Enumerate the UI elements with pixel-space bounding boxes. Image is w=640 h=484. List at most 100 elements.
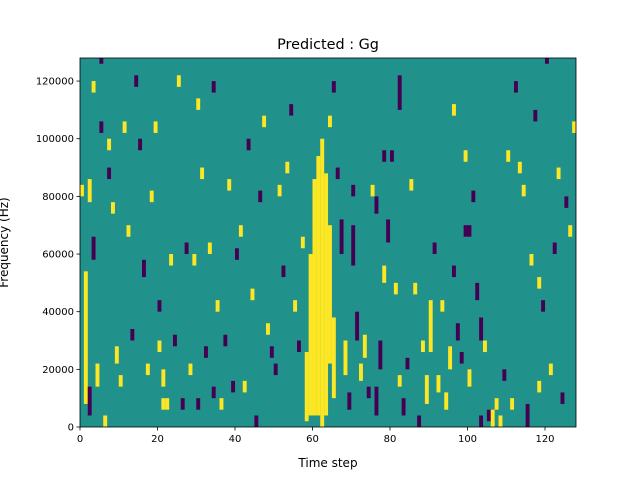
heatmap-cell <box>138 138 143 151</box>
heatmap-cell <box>196 398 201 410</box>
heatmap-cell <box>362 334 367 358</box>
heatmap-cell <box>118 375 123 387</box>
heatmap-cell <box>169 254 174 266</box>
heatmap-cell <box>324 173 329 416</box>
heatmap-cell <box>390 150 394 162</box>
heatmap-cell <box>541 300 546 312</box>
heatmap-cell <box>506 150 511 162</box>
heatmap-cell <box>87 179 92 203</box>
heatmap-cell <box>192 254 197 266</box>
heatmap-cell <box>277 184 282 197</box>
heatmap-cell <box>463 225 468 237</box>
y-tick-label: 0 <box>68 423 74 434</box>
heatmap-cell <box>545 58 549 64</box>
heatmap-cell <box>366 386 371 399</box>
heatmap-cell <box>223 334 228 347</box>
x-tick-label: 80 <box>384 434 397 445</box>
heatmap-cell <box>122 121 127 133</box>
x-tick-label: 40 <box>229 434 242 445</box>
x-tick-label: 100 <box>458 434 477 445</box>
heatmap-cell <box>242 380 247 393</box>
heatmap-cell <box>91 81 96 93</box>
heatmap-cell <box>157 300 162 312</box>
heatmap-cell <box>80 184 84 197</box>
heatmap-cell <box>475 282 480 301</box>
heatmap-cell <box>455 323 460 341</box>
heatmap-cell <box>409 179 414 191</box>
heatmap-cell <box>111 202 115 214</box>
heatmap-cell <box>331 317 336 399</box>
heatmap-cell <box>517 161 522 174</box>
heatmap-cell <box>405 357 410 370</box>
heatmap-cell <box>107 167 112 180</box>
heatmap-cell <box>510 398 515 410</box>
heatmap-cell <box>246 138 251 151</box>
heatmap-cell <box>304 352 309 422</box>
heatmap-cell <box>161 369 166 387</box>
heatmap-cell <box>308 254 313 416</box>
heatmap-cell <box>153 121 158 133</box>
heatmap-cell <box>428 300 433 353</box>
heatmap-cell <box>413 282 418 295</box>
heatmap-cell <box>382 150 387 162</box>
heatmap-cell <box>316 156 321 416</box>
heatmap-cell <box>250 288 255 301</box>
heatmap-cell <box>200 167 205 180</box>
heatmap-cell <box>107 138 112 151</box>
heatmap-cell <box>397 375 402 387</box>
heatmap-cell <box>560 392 565 404</box>
heatmap-cell <box>335 167 340 180</box>
heatmap-cell <box>521 184 526 197</box>
heatmap-cell <box>83 271 88 404</box>
heatmap-cell <box>533 109 538 122</box>
heatmap-cell <box>498 415 503 427</box>
heatmap-cell <box>382 265 387 283</box>
heatmap-cells <box>80 58 577 427</box>
heatmap-cell <box>556 167 561 180</box>
heatmap-cell <box>494 398 499 410</box>
heatmap-cell <box>502 369 507 381</box>
heatmap-cell <box>320 138 325 427</box>
heatmap-cell <box>91 236 96 260</box>
x-tick-label: 120 <box>535 434 554 445</box>
heatmap-cell <box>463 150 468 162</box>
heatmap-cell <box>548 363 553 376</box>
heatmap-cell <box>568 225 573 237</box>
heatmap-cell <box>87 386 92 416</box>
heatmap-cell <box>552 242 557 255</box>
heatmap-cell <box>572 121 577 133</box>
heatmap-cell <box>289 104 294 116</box>
heatmap-cell <box>180 398 185 410</box>
x-tick-label: 60 <box>306 434 319 445</box>
y-tick-label: 80000 <box>42 192 74 203</box>
heatmap-cell <box>378 340 383 370</box>
heatmap-cell <box>134 75 139 87</box>
heatmap-cell <box>471 190 476 203</box>
heatmap-cell <box>374 386 379 416</box>
y-axis-label: Frequency (Hz) <box>0 197 11 288</box>
heatmap-cell <box>293 300 298 312</box>
heatmap-cell <box>103 415 108 427</box>
heatmap-cell <box>161 398 166 410</box>
heatmap-cell <box>459 352 464 364</box>
heatmap-cell <box>328 225 332 364</box>
heatmap-cell <box>397 75 402 110</box>
heatmap-cell <box>254 415 259 427</box>
y-tick-label: 120000 <box>36 77 74 88</box>
heatmap-cell <box>273 363 278 376</box>
heatmap-cell <box>393 282 398 295</box>
heatmap-cell <box>421 340 425 353</box>
heatmap-cell <box>452 104 456 116</box>
heatmap-cell <box>165 398 170 410</box>
heatmap-cell <box>126 225 131 237</box>
heatmap-cell <box>285 161 290 174</box>
heatmap-cell <box>114 346 119 364</box>
heatmap-cell <box>207 242 212 255</box>
plot-area <box>79 57 577 428</box>
heatmap-cell <box>269 346 274 358</box>
heatmap-cell <box>262 115 267 128</box>
heatmap-cell <box>281 265 286 278</box>
heatmap-cell <box>258 190 263 203</box>
heatmap-cell <box>564 196 569 208</box>
